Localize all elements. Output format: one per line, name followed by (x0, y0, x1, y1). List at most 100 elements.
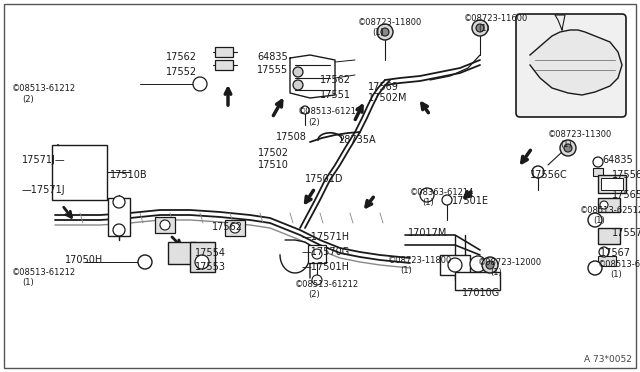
Circle shape (113, 224, 125, 236)
Circle shape (195, 255, 209, 269)
Bar (108, 198, 130, 236)
Circle shape (138, 255, 152, 269)
Text: ©08513-61212: ©08513-61212 (298, 107, 362, 116)
Text: ©08723-11800: ©08723-11800 (358, 18, 422, 27)
Text: (2): (2) (22, 95, 34, 104)
Text: 17571J—: 17571J— (22, 155, 66, 165)
Text: —17501H: —17501H (302, 262, 350, 272)
Text: 17050H: 17050H (65, 255, 103, 265)
Bar (190, 242, 215, 272)
Text: (1): (1) (478, 24, 490, 33)
Text: 17557: 17557 (612, 228, 640, 238)
Text: 17556: 17556 (612, 170, 640, 180)
Circle shape (377, 24, 393, 40)
Text: (2): (2) (308, 118, 320, 127)
Bar (52, 145, 107, 200)
Bar (593, 168, 603, 176)
Text: A 73*0052: A 73*0052 (584, 355, 632, 364)
Text: (1): (1) (400, 266, 412, 275)
Circle shape (230, 223, 240, 233)
Text: 17553: 17553 (195, 262, 226, 272)
Text: 17556C: 17556C (530, 170, 568, 180)
Circle shape (293, 67, 303, 77)
Text: 17017M: 17017M (408, 228, 447, 238)
Circle shape (381, 28, 389, 36)
Circle shape (600, 201, 608, 209)
Text: 17502: 17502 (258, 148, 289, 158)
Text: 17502M: 17502M (368, 93, 408, 103)
Circle shape (470, 256, 486, 272)
Bar (155, 217, 175, 233)
Text: (2): (2) (308, 290, 320, 299)
Circle shape (442, 195, 452, 205)
Text: 17552: 17552 (166, 67, 197, 77)
Text: 17554: 17554 (195, 248, 226, 258)
Text: —17570G: —17570G (302, 247, 350, 257)
Text: ©08513-62512: ©08513-62512 (580, 206, 640, 215)
Text: 17508: 17508 (276, 132, 307, 142)
Text: ©08723-11300: ©08723-11300 (548, 130, 612, 139)
Circle shape (293, 80, 303, 90)
Circle shape (599, 247, 609, 257)
Bar (598, 175, 626, 193)
Text: 28735A: 28735A (338, 135, 376, 145)
Bar (168, 242, 196, 264)
Circle shape (472, 20, 488, 36)
Bar (598, 198, 620, 212)
Bar (601, 178, 623, 190)
Circle shape (476, 24, 484, 32)
Text: 17555: 17555 (257, 65, 288, 75)
Bar (308, 245, 326, 263)
Circle shape (564, 144, 572, 152)
Bar (225, 220, 245, 236)
Circle shape (486, 261, 494, 269)
Text: (1): (1) (490, 268, 502, 277)
Text: 17562: 17562 (320, 75, 351, 85)
Circle shape (420, 188, 434, 202)
Text: ©08513-61212: ©08513-61212 (295, 280, 359, 289)
Text: —17571J: —17571J (22, 185, 66, 195)
Text: —17571H: —17571H (302, 232, 350, 242)
Circle shape (113, 196, 125, 208)
Circle shape (593, 157, 603, 167)
Text: 64835: 64835 (602, 155, 633, 165)
Text: ©08513-61212: ©08513-61212 (12, 84, 76, 93)
Circle shape (482, 257, 498, 273)
Text: 17562: 17562 (166, 52, 197, 62)
Bar (215, 60, 233, 70)
Text: 17501D: 17501D (305, 174, 344, 184)
Text: 17510B: 17510B (110, 170, 148, 180)
Text: 17562: 17562 (212, 222, 243, 232)
Circle shape (312, 275, 322, 285)
Circle shape (160, 220, 170, 230)
Text: 64835: 64835 (257, 52, 288, 62)
Text: 17565: 17565 (612, 190, 640, 200)
Text: (1): (1) (593, 216, 605, 225)
Polygon shape (530, 30, 622, 95)
Text: 17010G: 17010G (462, 288, 500, 298)
Text: 17551: 17551 (320, 90, 351, 100)
Text: ©08723-12000: ©08723-12000 (478, 258, 542, 267)
Circle shape (588, 261, 602, 275)
Text: (1): (1) (560, 140, 572, 149)
Text: ©08363-61214: ©08363-61214 (410, 188, 474, 197)
Bar (440, 255, 470, 275)
Bar (215, 47, 233, 57)
Text: 17569: 17569 (368, 82, 399, 92)
Bar (455, 272, 500, 290)
Text: (1): (1) (422, 198, 434, 207)
Circle shape (560, 140, 576, 156)
Text: ©08513-61212: ©08513-61212 (598, 260, 640, 269)
Circle shape (532, 166, 544, 178)
Bar (598, 228, 620, 244)
Text: 17501E: 17501E (452, 196, 489, 206)
Text: (1): (1) (610, 270, 621, 279)
Text: 17567: 17567 (600, 248, 631, 258)
FancyBboxPatch shape (516, 14, 626, 117)
Text: ©08723-11600: ©08723-11600 (464, 14, 528, 23)
Text: ©08723-11800: ©08723-11800 (388, 256, 452, 265)
Circle shape (448, 258, 462, 272)
Bar (598, 256, 616, 266)
Text: 17510: 17510 (258, 160, 289, 170)
Circle shape (193, 77, 207, 91)
